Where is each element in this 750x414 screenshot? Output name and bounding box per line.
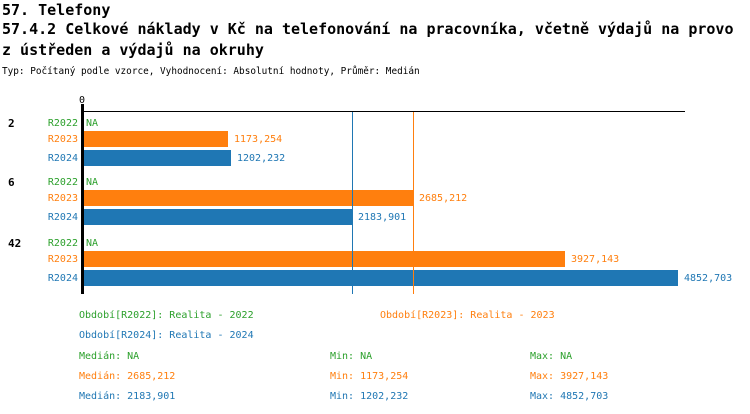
x-axis-zero-label: 0 bbox=[78, 95, 86, 106]
legend-item-r2022: Období[R2022]: Realita - 2022 bbox=[79, 310, 254, 321]
series-row-label: R2024 bbox=[47, 153, 78, 164]
bar-value-label: 1173,254 bbox=[234, 134, 283, 145]
category-label: 42 bbox=[8, 237, 22, 250]
bar bbox=[84, 131, 228, 147]
series-row-label: R2023 bbox=[47, 193, 78, 204]
stat-max-r2022: Max: NA bbox=[530, 351, 573, 362]
y-axis-line bbox=[81, 104, 84, 294]
legend-item-r2023: Období[R2023]: Realita - 2023 bbox=[380, 310, 555, 321]
na-value-label: NA bbox=[86, 177, 99, 188]
bar-value-label: 3927,143 bbox=[571, 254, 620, 265]
bar bbox=[84, 270, 678, 286]
bar-value-label: 1202,232 bbox=[237, 153, 286, 164]
chart-meta: Typ: Počítaný podle vzorce, Vyhodnocení:… bbox=[2, 66, 420, 77]
subtitle-line1: 57.4.2 Celkové náklady v Kč na telefonov… bbox=[2, 20, 734, 38]
series-row-label: R2023 bbox=[47, 134, 78, 145]
page-title: 57. Telefony bbox=[2, 1, 111, 19]
series-row-label: R2024 bbox=[47, 273, 78, 284]
series-row-label: R2023 bbox=[47, 254, 78, 265]
category-label: 2 bbox=[8, 117, 15, 130]
bar bbox=[84, 190, 413, 206]
legend-item-r2024: Období[R2024]: Realita - 2024 bbox=[79, 330, 254, 341]
bar bbox=[84, 209, 352, 225]
bar-value-label: 2183,901 bbox=[358, 212, 407, 223]
series-row-label: R2022 bbox=[47, 177, 78, 188]
series-row-label: R2024 bbox=[47, 212, 78, 223]
na-value-label: NA bbox=[86, 238, 99, 249]
bar bbox=[84, 150, 231, 166]
stat-min-r2023: Min: 1173,254 bbox=[330, 371, 409, 382]
median-line-r2024 bbox=[352, 112, 353, 294]
stat-median-r2023: Medián: 2685,212 bbox=[79, 371, 176, 382]
x-axis-line bbox=[81, 111, 685, 112]
median-line-r2023 bbox=[413, 112, 414, 294]
subtitle-line2: z ústředen a výdajů na okruhy bbox=[2, 41, 264, 59]
stat-max-r2024: Max: 4852,703 bbox=[530, 391, 609, 402]
stat-min-r2024: Min: 1202,232 bbox=[330, 391, 409, 402]
stat-median-r2022: Medián: NA bbox=[79, 351, 140, 362]
category-label: 6 bbox=[8, 176, 15, 189]
stat-min-r2022: Min: NA bbox=[330, 351, 373, 362]
bar-value-label: 4852,703 bbox=[684, 273, 733, 284]
bar bbox=[84, 251, 565, 267]
stat-median-r2024: Medián: 2183,901 bbox=[79, 391, 176, 402]
series-row-label: R2022 bbox=[47, 118, 78, 129]
series-row-label: R2022 bbox=[47, 238, 78, 249]
bar-value-label: 2685,212 bbox=[419, 193, 468, 204]
na-value-label: NA bbox=[86, 118, 99, 129]
stat-max-r2023: Max: 3927,143 bbox=[530, 371, 609, 382]
